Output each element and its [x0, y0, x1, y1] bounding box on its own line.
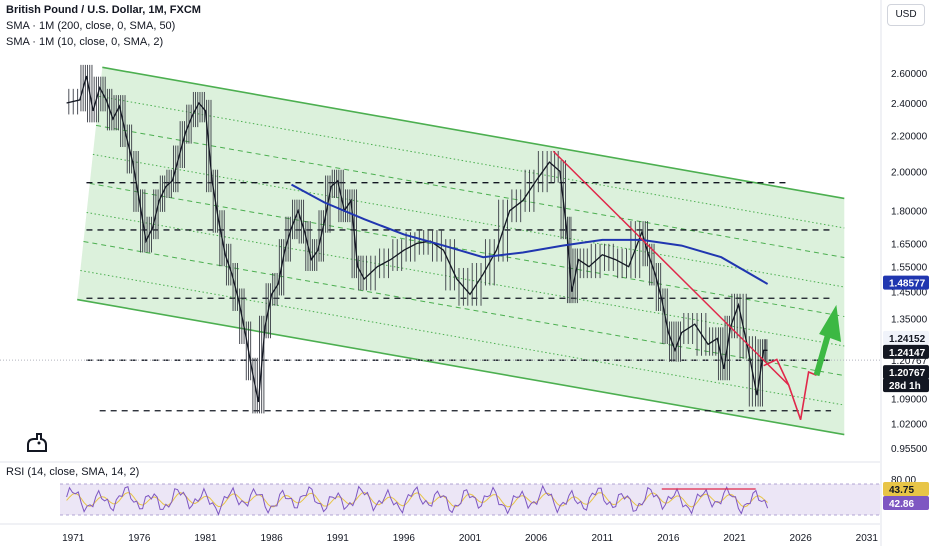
- chart-title: British Pound / U.S. Dollar, 1M, FXCM: [6, 4, 201, 16]
- price-label-box: [883, 330, 929, 345]
- y-tick-label: 1.45000: [891, 288, 928, 299]
- tradingview-logo-icon: [26, 432, 48, 459]
- x-tick-label: 2011: [592, 533, 614, 544]
- y-tick-label: 2.00000: [891, 167, 928, 178]
- y-tick-label: 1.65000: [891, 239, 928, 250]
- price-label: 1.20767: [889, 368, 926, 379]
- price-line: [66, 75, 768, 403]
- x-tick-label: 1971: [62, 533, 85, 544]
- x-tick-label: 1981: [194, 533, 217, 544]
- y-tick-label: 2.20000: [891, 132, 928, 143]
- y-tick-label: 1.09000: [891, 395, 928, 406]
- rsi-signal-line: [66, 491, 768, 508]
- rsi-value-label: 42.86: [889, 499, 914, 510]
- price-label: 1.24147: [889, 348, 926, 359]
- x-tick-label: 2016: [657, 533, 680, 544]
- channel-lower-line: [77, 298, 845, 436]
- y-tick-label: 1.35000: [891, 314, 928, 325]
- rsi-tick-label: 80.00: [891, 475, 916, 486]
- y-tick-label: 2.40000: [891, 99, 928, 110]
- y-tick-label: 1.80000: [891, 207, 928, 218]
- rsi-legend[interactable]: RSI (14, close, SMA, 14, 2): [6, 466, 140, 478]
- currency-button[interactable]: USD: [887, 4, 925, 26]
- rsi-band: [60, 484, 880, 515]
- x-tick-label: 2026: [790, 533, 813, 544]
- rsi-value-box: [883, 496, 929, 510]
- rsi-value-label: 43.75: [889, 485, 914, 496]
- rsi-value-box: [883, 482, 929, 496]
- channel-upper-line: [102, 66, 845, 200]
- y-tick-label: 1.02000: [891, 419, 928, 430]
- channel-midline: [95, 124, 845, 258]
- x-tick-label: 1991: [327, 533, 350, 544]
- projection-path: [763, 358, 817, 421]
- price-label: 1.24152: [889, 334, 926, 345]
- price-label-box: [883, 344, 929, 359]
- price-label: 1.48577: [889, 279, 926, 290]
- projection-arrow-head: [819, 304, 842, 343]
- y-tick-label: 2.60000: [891, 69, 928, 80]
- rsi-line: [66, 484, 769, 516]
- channel-midline: [83, 240, 845, 377]
- price-label-box: [883, 365, 929, 380]
- sma-10-legend[interactable]: SMA · 1M (10, close, 0, SMA, 2): [6, 36, 164, 48]
- sma-200-legend[interactable]: SMA · 1M (200, close, 0, SMA, 50): [6, 20, 176, 32]
- x-tick-label: 1976: [128, 533, 151, 544]
- price-label-box: [883, 378, 929, 393]
- x-tick-label: 2021: [723, 533, 746, 544]
- y-tick-label: 1.55000: [891, 263, 928, 274]
- x-tick-label: 1996: [393, 533, 416, 544]
- y-tick-label: 0.95500: [891, 444, 928, 455]
- x-tick-label: 2006: [525, 533, 548, 544]
- channel-midline: [86, 211, 845, 347]
- x-tick-label: 1986: [260, 533, 283, 544]
- price-label-box: [883, 275, 929, 290]
- price-label: 28d 1h: [889, 381, 921, 392]
- y-tick-label: 1.20767: [891, 356, 928, 367]
- channel-midline: [80, 270, 845, 406]
- x-tick-label: 2031: [856, 533, 879, 544]
- trendline: [552, 150, 790, 386]
- sma-line: [291, 183, 769, 285]
- x-tick-label: 2001: [459, 533, 482, 544]
